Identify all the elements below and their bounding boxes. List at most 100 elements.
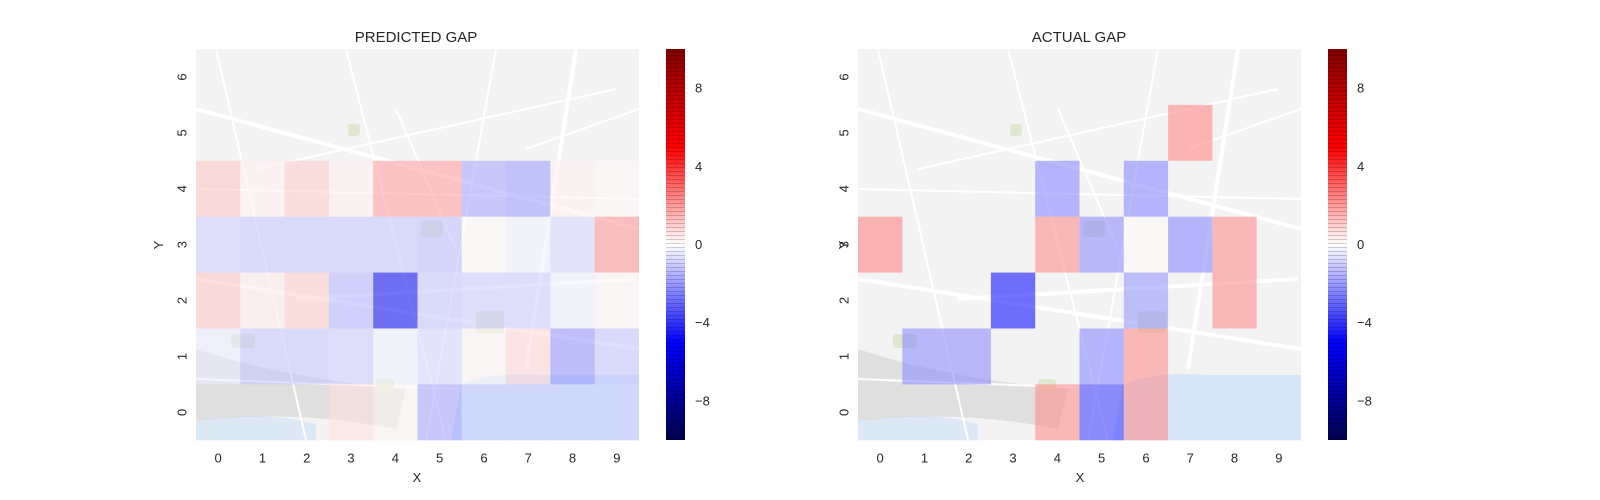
park bbox=[348, 124, 360, 136]
x-tick-label: 1 bbox=[259, 450, 266, 465]
heatmap-cell bbox=[1123, 384, 1169, 441]
heatmap-cell bbox=[1035, 216, 1080, 273]
x-axis-label: X bbox=[413, 470, 422, 485]
y-ticks: 0 1 2 3 4 5 6 bbox=[837, 73, 852, 416]
colorbar: 8 4 0 −4 −8 bbox=[666, 49, 710, 440]
colorbar-tick-label: −4 bbox=[1357, 315, 1372, 330]
x-tick-label: 0 bbox=[877, 450, 884, 465]
heatmap-cell bbox=[373, 328, 418, 385]
street bbox=[1186, 48, 1240, 370]
heatmap-cell bbox=[461, 328, 507, 385]
heatmap-cell bbox=[506, 328, 551, 385]
colorbar-tick-label: 4 bbox=[695, 159, 702, 174]
y-tick-label: 3 bbox=[175, 241, 190, 248]
heatmap-cell bbox=[1212, 272, 1257, 329]
x-tick-label: 6 bbox=[1142, 450, 1149, 465]
heatmap-cells bbox=[858, 104, 1257, 441]
heatmap-cell bbox=[550, 216, 595, 273]
heatmap-cell bbox=[1079, 328, 1124, 385]
colorbar-tick-label: 4 bbox=[1357, 159, 1364, 174]
colorbar-hatch bbox=[666, 49, 685, 440]
heatmap-cell bbox=[1168, 216, 1213, 273]
heatmap-cell bbox=[461, 272, 507, 329]
x-tick-label: 7 bbox=[1187, 450, 1194, 465]
y-tick-label: 2 bbox=[837, 297, 852, 304]
heatmap-cell bbox=[1123, 272, 1169, 329]
y-tick-label: 0 bbox=[837, 409, 852, 416]
x-tick-label: 5 bbox=[436, 450, 443, 465]
heatmap-cell bbox=[373, 272, 418, 329]
heatmap-cell bbox=[373, 384, 418, 441]
x-tick-label: 7 bbox=[525, 450, 532, 465]
heatmap-cell bbox=[284, 160, 329, 217]
y-tick-label: 0 bbox=[175, 409, 190, 416]
y-axis-label: Y bbox=[836, 240, 851, 249]
y-tick-label: 1 bbox=[837, 353, 852, 360]
colorbar-hatch bbox=[1328, 49, 1347, 440]
colorbar-ticks: 8 4 0 −4 −8 bbox=[695, 81, 710, 409]
heatmap-cell bbox=[1123, 328, 1169, 385]
heatmap-cell bbox=[550, 160, 595, 217]
heatmap-cell bbox=[417, 216, 462, 273]
x-tick-label: 9 bbox=[613, 450, 620, 465]
x-ticks: 0 1 2 3 4 5 6 7 8 9 bbox=[877, 450, 1283, 465]
x-tick-label: 4 bbox=[1054, 450, 1061, 465]
heatmap-cell bbox=[196, 216, 241, 273]
heatmap-cell bbox=[594, 384, 639, 441]
y-tick-label: 2 bbox=[175, 297, 190, 304]
heatmap-cell bbox=[196, 272, 241, 329]
heatmap-cell bbox=[858, 216, 903, 273]
x-tick-label: 3 bbox=[1009, 450, 1016, 465]
street bbox=[917, 88, 1279, 170]
heatmap-cell bbox=[284, 272, 329, 329]
x-tick-label: 9 bbox=[1275, 450, 1282, 465]
x-tick-label: 8 bbox=[1231, 450, 1238, 465]
heatmap-cell bbox=[417, 328, 462, 385]
x-tick-label: 4 bbox=[392, 450, 399, 465]
heatmap-cell bbox=[328, 328, 374, 385]
street bbox=[255, 88, 617, 170]
park bbox=[1010, 124, 1022, 136]
y-tick-label: 6 bbox=[175, 73, 190, 80]
colorbar-tick-label: 0 bbox=[695, 237, 702, 252]
colorbar-tick-label: −8 bbox=[1357, 393, 1372, 408]
heatmap-cell bbox=[550, 384, 595, 441]
heatmap-cell bbox=[550, 272, 595, 329]
heatmap-cell bbox=[240, 160, 285, 217]
x-tick-label: 3 bbox=[347, 450, 354, 465]
street bbox=[525, 108, 640, 150]
heatmap-cell bbox=[461, 384, 507, 441]
x-axis-label: X bbox=[1076, 470, 1085, 485]
heatmap-cell bbox=[328, 272, 374, 329]
heatmap-cell bbox=[946, 328, 991, 385]
colorbar-tick-label: −4 bbox=[695, 315, 710, 330]
heatmap-cell bbox=[506, 384, 551, 441]
heatmap-cell bbox=[1079, 216, 1124, 273]
x-ticks: 0 1 2 3 4 5 6 7 8 9 bbox=[215, 450, 621, 465]
street bbox=[857, 277, 1302, 351]
colorbar-ticks: 8 4 0 −4 −8 bbox=[1357, 81, 1372, 409]
y-tick-label: 3 bbox=[837, 241, 852, 248]
y-tick-label: 6 bbox=[837, 73, 852, 80]
y-tick-label: 4 bbox=[837, 185, 852, 192]
colorbar: 8 4 0 −4 −8 bbox=[1328, 49, 1372, 440]
heatmap-cell bbox=[417, 384, 462, 441]
heatmap-cell bbox=[594, 160, 639, 217]
y-tick-label: 5 bbox=[837, 129, 852, 136]
heatmap-cell bbox=[328, 384, 374, 441]
heatmap-cell bbox=[461, 216, 507, 273]
river-bank bbox=[858, 415, 978, 441]
heatmap-cell bbox=[1079, 384, 1124, 441]
heatmap-cell bbox=[417, 160, 462, 217]
x-tick-label: 6 bbox=[480, 450, 487, 465]
heatmap-cell bbox=[506, 216, 551, 273]
chart-title: ACTUAL GAP bbox=[1032, 29, 1126, 46]
heatmap-cell bbox=[990, 272, 1036, 329]
colorbar-tick-label: 8 bbox=[695, 81, 702, 96]
heatmap-cell bbox=[1035, 384, 1080, 441]
heatmap-cell bbox=[373, 160, 418, 217]
y-tick-label: 1 bbox=[175, 353, 190, 360]
heatmap-cell bbox=[328, 160, 374, 217]
